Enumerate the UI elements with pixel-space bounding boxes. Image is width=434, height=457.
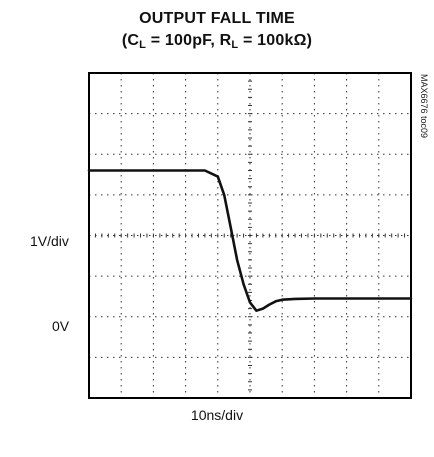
plot-frame — [88, 72, 412, 399]
title-sub-rl: L — [231, 39, 239, 51]
figure-id-text: MAX6676 toc09 — [419, 74, 429, 139]
title-sub-cl: L — [139, 39, 147, 51]
waveform-trace — [87, 169, 413, 312]
title-close: = 100kΩ) — [238, 32, 313, 49]
chart-title-line1: OUTPUT FALL TIME — [139, 10, 295, 27]
title-mid: = 100pF, R — [146, 32, 232, 49]
chart-title-line2: (CL = 100pF, RL = 100kΩ) — [0, 32, 434, 51]
x-scale-label: 10ns/div — [190, 407, 244, 423]
title-open: (C — [121, 32, 140, 49]
y-scale-label: 1V/div — [30, 233, 69, 249]
zero-volt-label: 0V — [52, 318, 70, 334]
